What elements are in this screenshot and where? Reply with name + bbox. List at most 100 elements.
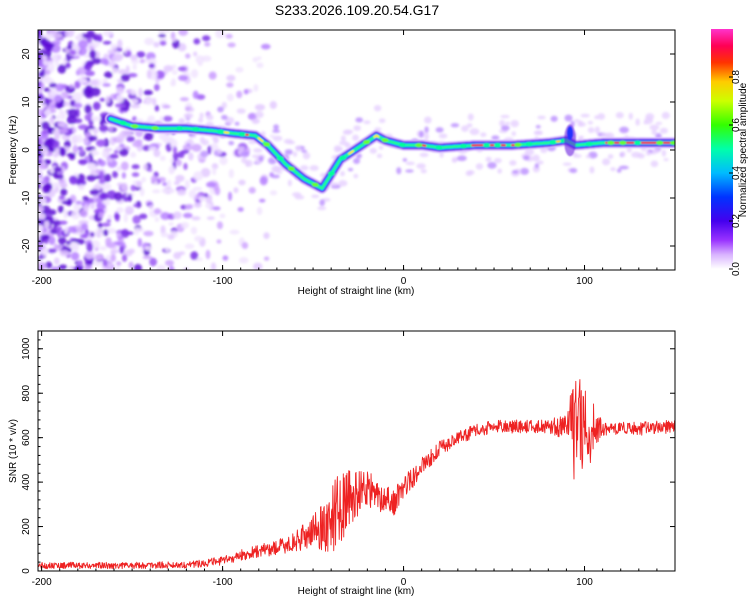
- noise-blob: [93, 36, 103, 42]
- noise-blob: [193, 201, 202, 209]
- noise-blob: [209, 143, 219, 153]
- noise-blob: [75, 200, 82, 205]
- noise-blob: [251, 118, 260, 124]
- colorbar-tick-label: 0.4: [731, 166, 742, 180]
- noise-blob: [105, 95, 110, 104]
- noise-blob: [136, 227, 145, 233]
- noise-blob: [211, 136, 217, 140]
- noise-blob: [90, 149, 98, 156]
- noise-blob: [205, 181, 216, 188]
- noise-blob: [154, 217, 160, 223]
- noise-blob: [396, 167, 402, 175]
- snr-y-axis: 0 200 400 600 800 1000: [21, 330, 675, 574]
- noise-blob: [160, 232, 169, 238]
- noise-blob: [57, 64, 67, 74]
- noise-blob: [184, 243, 195, 250]
- noise-blob: [435, 127, 444, 133]
- noise-blob: [120, 107, 130, 111]
- noise-blob: [284, 149, 293, 155]
- ridge-knot: [435, 145, 443, 150]
- noise-blob: [467, 170, 475, 175]
- spectrogram-x-axis: -200 -100 0 100: [32, 30, 676, 287]
- noise-blob: [47, 248, 57, 254]
- noise-blob: [119, 245, 125, 254]
- noise-blob: [252, 262, 263, 270]
- noise-blob: [317, 206, 327, 211]
- noise-blob: [152, 97, 157, 106]
- snr-plot: -200 -100 0 100 0 200 400 600 800 1000 Height of…: [8, 330, 676, 597]
- noise-blob: [190, 251, 199, 260]
- noise-blob: [103, 147, 113, 152]
- noise-blob: [81, 223, 88, 231]
- noise-blob: [103, 58, 110, 66]
- noise-blob: [149, 257, 158, 267]
- noise-blob: [127, 73, 138, 78]
- snr-x-tick-label: -100: [213, 577, 233, 588]
- noise-blob: [601, 132, 611, 138]
- noise-blob: [143, 230, 154, 237]
- noise-blob: [204, 193, 209, 198]
- noise-blob: [339, 140, 348, 146]
- noise-blob: [168, 165, 174, 175]
- noise-blob: [165, 30, 171, 33]
- noise-blob: [130, 184, 137, 192]
- noise-blob: [269, 190, 278, 196]
- noise-blob: [110, 43, 118, 50]
- noise-blob: [245, 159, 253, 167]
- noise-blob: [50, 139, 60, 148]
- noise-blob: [535, 124, 541, 129]
- noise-blob: [84, 266, 89, 270]
- noise-blob: [72, 246, 79, 252]
- noise-blob: [300, 165, 309, 171]
- noise-blob: [195, 55, 205, 64]
- noise-blob: [369, 147, 377, 154]
- noise-blob: [509, 160, 517, 166]
- noise-blob: [193, 38, 201, 45]
- noise-blob: [101, 149, 109, 159]
- noise-blob: [116, 232, 121, 239]
- noise-blob: [60, 188, 68, 196]
- noise-blob: [500, 114, 510, 119]
- spectrogram-y-axis: -20 -10 0 10 20: [21, 29, 675, 271]
- noise-blob: [610, 167, 616, 172]
- noise-blob: [655, 121, 663, 125]
- noise-blob: [90, 41, 101, 48]
- noise-blob: [59, 249, 70, 257]
- noise-blob: [169, 138, 178, 149]
- noise-blob: [38, 159, 42, 165]
- noise-blob: [113, 191, 123, 202]
- noise-blob: [116, 206, 124, 214]
- noise-blob: [416, 163, 426, 170]
- noise-blob: [607, 154, 614, 159]
- noise-blob: [132, 141, 143, 148]
- noise-blob: [150, 175, 158, 183]
- noise-blob: [99, 246, 108, 251]
- noise-blob: [122, 129, 132, 138]
- noise-blob: [50, 90, 56, 96]
- noise-blob: [226, 74, 236, 82]
- noise-blob: [132, 215, 141, 224]
- noise-blob: [82, 196, 89, 202]
- noise-blob: [108, 60, 116, 68]
- noise-blob: [107, 49, 117, 55]
- noise-blob: [130, 151, 137, 158]
- noise-blob: [212, 167, 217, 176]
- noise-blob: [69, 83, 74, 88]
- noise-blob: [216, 221, 223, 230]
- noise-blob: [645, 113, 655, 121]
- noise-blob: [101, 222, 111, 227]
- noise-blob: [144, 132, 154, 141]
- noise-blob: [187, 204, 194, 210]
- noise-blob: [79, 147, 84, 155]
- noise-blob: [241, 156, 247, 164]
- noise-blob: [91, 57, 102, 65]
- noise-blob: [269, 101, 277, 110]
- noise-blob: [56, 114, 61, 120]
- noise-blob: [102, 78, 108, 85]
- noise-blob: [73, 202, 81, 212]
- ridge-knot: [339, 155, 347, 161]
- noise-blob: [579, 135, 584, 140]
- noise-blob: [57, 205, 64, 214]
- noise-blob: [461, 125, 469, 132]
- spectrogram-x-tick-label: 100: [576, 276, 593, 287]
